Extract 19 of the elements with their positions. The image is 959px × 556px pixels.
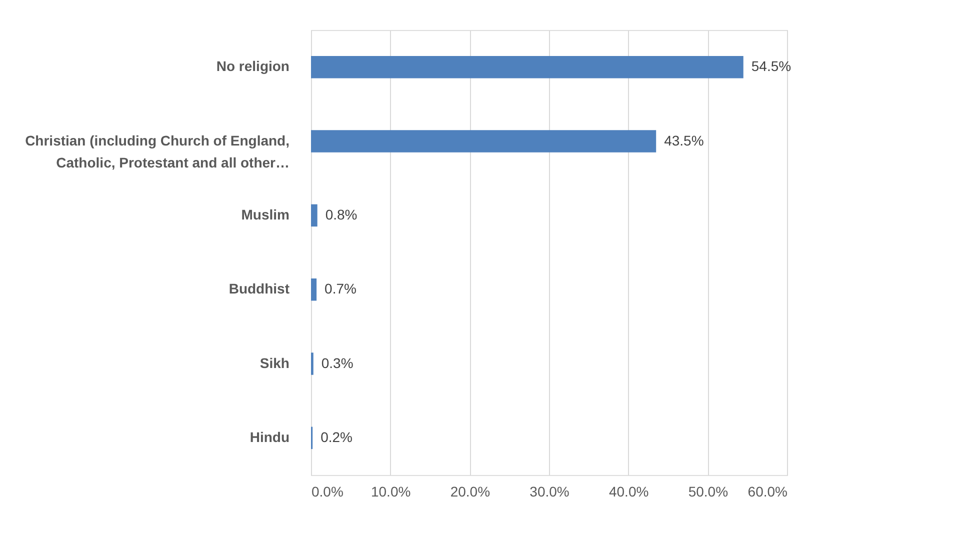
- x-tick-label: 50.0%: [688, 484, 728, 500]
- y-tick-label: Muslim: [241, 206, 290, 222]
- y-tick-label: Sikh: [260, 354, 290, 371]
- x-tick-label: 10.0%: [370, 484, 411, 500]
- data-label: 0.3%: [321, 354, 354, 371]
- y-tick-label: Hindu: [250, 428, 290, 445]
- data-label: 0.2%: [320, 428, 353, 445]
- x-tick-label: 0.0%: [312, 484, 344, 500]
- x-tick-label: 20.0%: [450, 484, 490, 500]
- data-label: 54.5%: [751, 58, 792, 74]
- y-tick-label: Christian (including Church of England, Catholic, Protestant and all other…: [25, 132, 290, 170]
- x-tick-label: 40.0%: [608, 484, 649, 500]
- data-label: 0.8%: [325, 206, 358, 222]
- y-tick-label: No religion: [216, 58, 290, 74]
- x-tick-label: 30.0%: [530, 484, 570, 500]
- y-tick-label: Buddhist: [228, 280, 290, 297]
- data-label: 43.5%: [664, 132, 704, 148]
- data-label: 0.7%: [324, 280, 356, 297]
- x-tick-label: 60.0%: [748, 484, 788, 500]
